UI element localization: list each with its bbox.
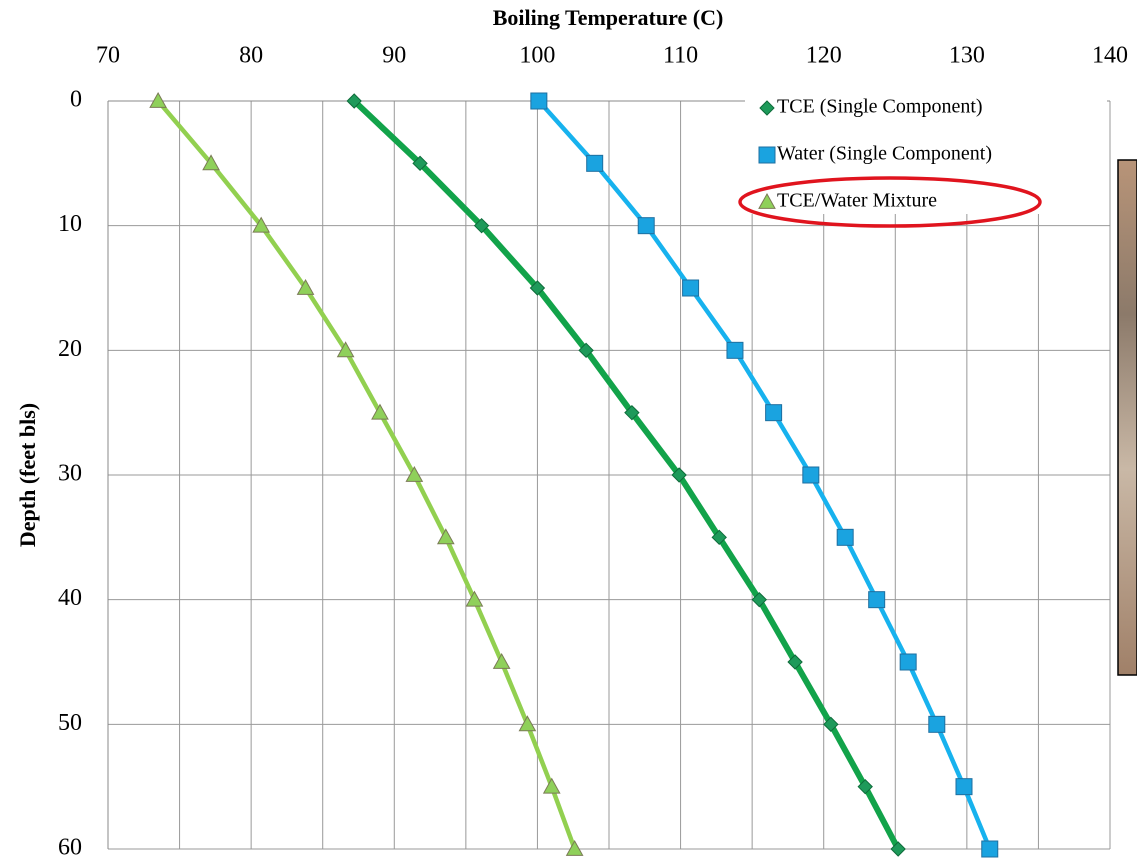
y-tick-label: 10	[58, 211, 82, 237]
grid	[108, 88, 1110, 849]
photo-fragment	[1118, 160, 1137, 675]
y-tick-label: 50	[58, 710, 82, 736]
marker	[929, 716, 945, 732]
marker	[759, 147, 775, 163]
x-tick-label: 140	[1092, 43, 1128, 69]
marker	[869, 592, 885, 608]
marker	[982, 841, 998, 857]
y-tick-label: 40	[58, 585, 82, 611]
chart: Boiling Temperature (C) Depth (feet bls)…	[0, 0, 1137, 865]
marker	[150, 93, 166, 107]
marker	[438, 529, 454, 543]
y-tick-label: 20	[58, 336, 82, 362]
marker	[466, 592, 482, 606]
marker	[638, 218, 654, 234]
legend-label: TCE/Water Mixture	[777, 190, 937, 212]
chart-title: Boiling Temperature (C)	[493, 5, 724, 30]
marker	[766, 405, 782, 421]
marker	[803, 467, 819, 483]
marker	[837, 529, 853, 545]
marker	[900, 654, 916, 670]
x-tick-label: 70	[96, 43, 120, 69]
marker	[544, 779, 560, 793]
x-tick-label: 120	[806, 43, 842, 69]
x-tick-label: 90	[382, 43, 406, 69]
y-axis-label: Depth (feet bls)	[15, 403, 40, 547]
x-tick-label: 80	[239, 43, 263, 69]
marker	[683, 280, 699, 296]
marker	[956, 779, 972, 795]
x-tick-label: 110	[663, 43, 698, 69]
legend-label: TCE (Single Component)	[777, 96, 983, 118]
legend-label: Water (Single Component)	[777, 143, 992, 165]
y-tick-label: 0	[70, 87, 82, 113]
y-tick-label: 60	[58, 835, 82, 861]
x-tick-label: 130	[949, 43, 985, 69]
marker	[531, 93, 547, 109]
y-tick-label: 30	[58, 461, 82, 487]
marker	[519, 716, 535, 730]
marker	[587, 155, 603, 171]
x-tick-label: 100	[519, 43, 555, 69]
marker	[727, 342, 743, 358]
marker	[494, 654, 510, 668]
marker	[567, 841, 583, 855]
